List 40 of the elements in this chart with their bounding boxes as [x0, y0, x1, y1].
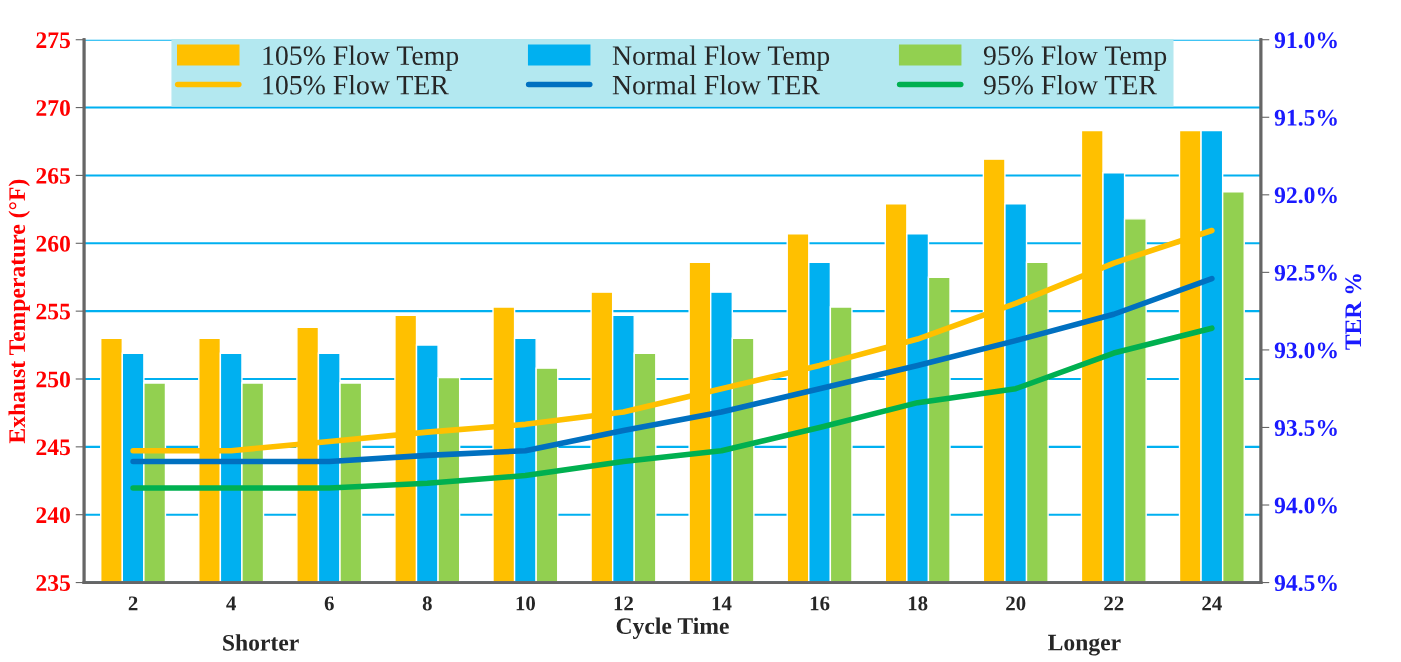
legend-label: 105% Flow TER [263, 74, 449, 95]
x-tick-label: 24 [1202, 596, 1222, 611]
y-tick-label: 275 [36, 32, 70, 49]
y-tick-label: 265 [36, 167, 70, 184]
y-tick-label: 235 [36, 575, 70, 591]
y-tick-label: 245 [36, 439, 70, 456]
legend-label: Normal Flow Temp [612, 45, 830, 71]
y2-axis-title: TER % [1345, 274, 1362, 350]
text: Longer [1048, 634, 1121, 656]
y-axis-title: Exhaust Temperature (°F) [8, 179, 30, 444]
y2-tick-label: 92.5% [1274, 264, 1337, 281]
y2-tick-label: 91.5% [1274, 109, 1337, 126]
legend-label: 95% Flow Temp [983, 45, 1167, 71]
y2-tick-label: 94.5% [1274, 575, 1337, 592]
legend-label: 95% Flow TER [983, 74, 1157, 95]
text: Shorter [223, 634, 299, 651]
y2-tick-label: 92.0% [1274, 187, 1337, 204]
x-tick-label: 12 [614, 596, 633, 611]
y-tick-label: 260 [36, 235, 70, 252]
x-tick-label: 14 [712, 596, 732, 611]
y2-tick-label: 93.0% [1274, 342, 1337, 359]
x-axis-title: Cycle Time [616, 617, 729, 639]
x-tick-label: 16 [810, 596, 830, 611]
legend-label: 105% Flow Temp [263, 45, 459, 71]
y2-tick-label: 94.0% [1274, 497, 1337, 514]
x-tick-label: 2 [128, 596, 138, 611]
y2-tick-label: 93.5% [1274, 419, 1337, 436]
x-tick-label: 22 [1104, 596, 1124, 611]
y-tick-label: 270 [36, 100, 70, 116]
x-tick-label: 4 [226, 596, 236, 611]
y-tick-label: 240 [36, 507, 70, 524]
legend-label: Normal Flow TER [612, 74, 820, 95]
y-tick-label: 255 [36, 303, 70, 320]
x-tick-label: 10 [516, 596, 535, 611]
x-tick-label: 8 [422, 596, 432, 611]
x-tick-label: 20 [1006, 596, 1026, 611]
x-tick-label: 6 [324, 596, 334, 611]
x-tick-label: 18 [908, 596, 928, 611]
y-tick-label: 250 [36, 371, 70, 388]
y2-tick-label: 91.0% [1274, 32, 1337, 49]
